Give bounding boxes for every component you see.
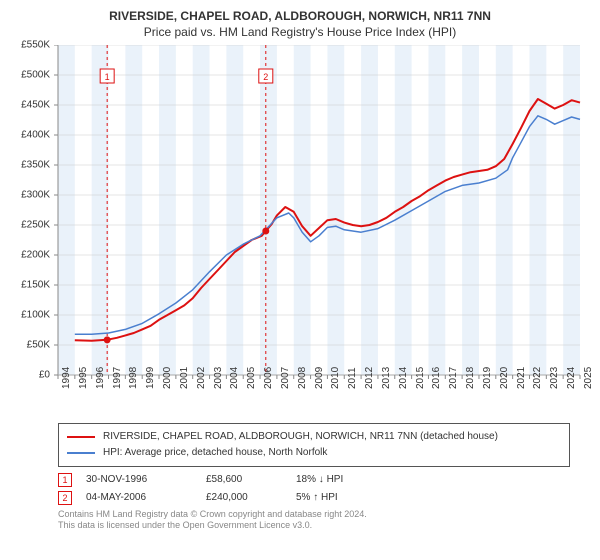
legend-item: RIVERSIDE, CHAPEL ROAD, ALDBOROUGH, NORW… xyxy=(67,429,561,445)
footer-line-1: Contains HM Land Registry data © Crown c… xyxy=(58,509,570,521)
y-tick-label: £200K xyxy=(10,249,50,260)
x-tick-label: 2015 xyxy=(415,367,426,389)
svg-text:1: 1 xyxy=(105,72,110,82)
x-tick-label: 2011 xyxy=(347,367,358,389)
footer-attribution: Contains HM Land Registry data © Crown c… xyxy=(58,509,570,532)
y-tick-label: £450K xyxy=(10,99,50,110)
x-tick-label: 2025 xyxy=(583,367,594,389)
y-tick-label: £550K xyxy=(10,39,50,50)
x-tick-label: 1994 xyxy=(61,367,72,389)
y-tick-label: £300K xyxy=(10,189,50,200)
x-tick-label: 2009 xyxy=(314,367,325,389)
y-tick-label: £500K xyxy=(10,69,50,80)
x-tick-label: 2007 xyxy=(280,367,291,389)
chart-subtitle: Price paid vs. HM Land Registry's House … xyxy=(10,25,590,39)
x-tick-label: 2023 xyxy=(549,367,560,389)
y-tick-label: £350K xyxy=(10,159,50,170)
x-tick-label: 2010 xyxy=(330,367,341,389)
x-tick-label: 1995 xyxy=(78,367,89,389)
legend-swatch xyxy=(67,436,95,438)
svg-text:2: 2 xyxy=(263,72,268,82)
marker-badge: 2 xyxy=(58,491,72,505)
chart-container: RIVERSIDE, CHAPEL ROAD, ALDBOROUGH, NORW… xyxy=(0,0,600,560)
x-tick-label: 1996 xyxy=(95,367,106,389)
x-tick-label: 2016 xyxy=(431,367,442,389)
x-tick-label: 2008 xyxy=(297,367,308,389)
x-tick-label: 1997 xyxy=(112,367,123,389)
y-tick-label: £400K xyxy=(10,129,50,140)
y-tick-label: £250K xyxy=(10,219,50,230)
legend-swatch xyxy=(67,452,95,454)
chart-title: RIVERSIDE, CHAPEL ROAD, ALDBOROUGH, NORW… xyxy=(10,8,590,25)
chart-svg: 12 xyxy=(10,45,590,415)
x-tick-label: 2002 xyxy=(196,367,207,389)
y-tick-label: £0 xyxy=(10,369,50,380)
x-tick-label: 2024 xyxy=(566,367,577,389)
legend-item: HPI: Average price, detached house, Nort… xyxy=(67,445,561,461)
x-tick-label: 2019 xyxy=(482,367,493,389)
legend-box: RIVERSIDE, CHAPEL ROAD, ALDBOROUGH, NORW… xyxy=(58,423,570,467)
legend-label: HPI: Average price, detached house, Nort… xyxy=(103,445,327,461)
x-tick-label: 2012 xyxy=(364,367,375,389)
x-tick-label: 2004 xyxy=(229,367,240,389)
marker-price: £58,600 xyxy=(206,474,296,485)
x-tick-label: 2018 xyxy=(465,367,476,389)
x-tick-label: 2022 xyxy=(532,367,543,389)
x-tick-label: 2013 xyxy=(381,367,392,389)
x-tick-label: 2021 xyxy=(516,367,527,389)
x-tick-label: 2001 xyxy=(179,367,190,389)
x-tick-label: 1998 xyxy=(128,367,139,389)
y-tick-label: £150K xyxy=(10,279,50,290)
legend-label: RIVERSIDE, CHAPEL ROAD, ALDBOROUGH, NORW… xyxy=(103,429,498,445)
marker-date: 30-NOV-1996 xyxy=(86,474,206,485)
y-tick-label: £100K xyxy=(10,309,50,320)
marker-date: 04-MAY-2006 xyxy=(86,492,206,503)
marker-table: 1 30-NOV-1996£58,60018% ↓ HPI 2 04-MAY-2006… xyxy=(58,473,570,505)
x-tick-label: 2000 xyxy=(162,367,173,389)
x-tick-label: 2014 xyxy=(398,367,409,389)
x-tick-label: 2006 xyxy=(263,367,274,389)
y-tick-label: £50K xyxy=(10,339,50,350)
footer-line-2: This data is licensed under the Open Gov… xyxy=(58,520,570,532)
x-tick-label: 2005 xyxy=(246,367,257,389)
marker-delta: 18% ↓ HPI xyxy=(296,474,376,485)
marker-row: 1 30-NOV-1996£58,60018% ↓ HPI xyxy=(58,473,570,487)
marker-price: £240,000 xyxy=(206,492,296,503)
x-tick-label: 1999 xyxy=(145,367,156,389)
marker-delta: 5% ↑ HPI xyxy=(296,492,376,503)
x-tick-label: 2003 xyxy=(213,367,224,389)
marker-row: 2 04-MAY-2006£240,0005% ↑ HPI xyxy=(58,491,570,505)
marker-badge: 1 xyxy=(58,473,72,487)
x-tick-label: 2017 xyxy=(448,367,459,389)
chart-plot-wrap: 12 £0£50K£100K£150K£200K£250K£300K£350K£… xyxy=(10,45,590,415)
x-tick-label: 2020 xyxy=(499,367,510,389)
